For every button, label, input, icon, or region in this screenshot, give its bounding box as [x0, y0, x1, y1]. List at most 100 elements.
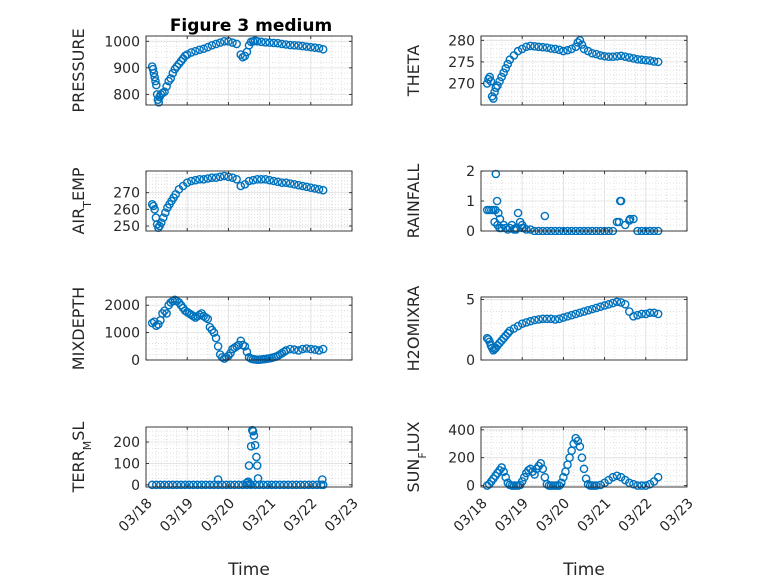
data-point — [215, 172, 225, 182]
axes-box — [145, 426, 353, 488]
y-axis-label: AIRTEMP — [69, 167, 94, 234]
data-point — [511, 225, 521, 234]
data-point — [242, 347, 252, 357]
y-tick-label: 270 — [448, 76, 475, 92]
data-point — [195, 45, 204, 55]
data-point — [583, 46, 593, 56]
data-point — [637, 309, 646, 319]
data-point — [645, 56, 655, 65]
data-point — [249, 431, 259, 440]
data-point — [310, 345, 320, 354]
data-point — [625, 478, 634, 488]
data-point — [633, 481, 642, 490]
data-point — [554, 314, 564, 324]
data-point — [501, 64, 511, 73]
data-point — [151, 321, 161, 331]
data-point — [275, 480, 285, 490]
data-point — [219, 171, 229, 181]
data-point — [649, 57, 659, 66]
data-point — [526, 316, 535, 326]
data-series — [482, 297, 663, 355]
data-point — [201, 480, 211, 490]
data-point — [608, 52, 618, 62]
data-point — [575, 442, 585, 451]
data-point — [517, 223, 527, 233]
subplot-4: 0 1 2 RAINFALL — [404, 164, 688, 240]
data-point — [285, 344, 295, 354]
data-point — [526, 225, 535, 234]
y-tick-label: 1000 — [104, 326, 140, 342]
y-tick-label: 900 — [113, 61, 140, 77]
data-point — [217, 352, 227, 362]
data-point — [158, 88, 167, 98]
figure-title: Figure 3 medium — [170, 16, 332, 36]
data-point — [290, 180, 299, 189]
data-point — [219, 37, 229, 46]
data-point — [554, 45, 564, 55]
y-tick-label: 0 — [131, 353, 140, 369]
data-point — [536, 458, 546, 468]
data-point — [493, 81, 502, 90]
data-point — [151, 80, 161, 90]
data-point — [222, 480, 231, 490]
data-point — [625, 214, 635, 224]
data-point — [304, 480, 314, 490]
data-point — [485, 72, 494, 82]
data-point — [499, 68, 508, 77]
data-point — [252, 175, 262, 184]
data-point — [542, 314, 552, 324]
data-point — [612, 471, 622, 481]
data-point — [559, 472, 568, 482]
data-point — [649, 308, 659, 318]
data-point — [633, 54, 642, 64]
data-point — [302, 42, 311, 51]
data-point — [318, 185, 328, 195]
data-point — [213, 342, 223, 351]
data-point — [641, 481, 651, 490]
data-point — [184, 480, 194, 490]
data-point — [161, 208, 170, 217]
data-point — [306, 183, 316, 192]
data-point — [526, 41, 535, 51]
data-point — [261, 38, 270, 47]
subplot-6: 0 5 H2OMIXRA — [404, 286, 688, 372]
data-point — [612, 297, 622, 307]
data-point — [285, 179, 295, 188]
y-tick-label: 275 — [448, 55, 475, 71]
data-point — [517, 319, 527, 328]
data-point — [236, 181, 246, 191]
data-point — [546, 314, 556, 324]
y-axis-label: MIXDEPTH — [69, 287, 88, 370]
data-series — [482, 36, 663, 103]
data-point — [203, 174, 213, 183]
y-tick-label: 1000 — [104, 34, 140, 50]
data-point — [519, 472, 529, 482]
data-point — [290, 345, 299, 354]
data-point — [147, 200, 157, 209]
data-point — [641, 309, 651, 319]
x-axis-label: Time — [562, 560, 605, 580]
subplot-2: 270 275 280 THETA — [404, 33, 688, 106]
y-axis-label: H2OMIXRA — [404, 286, 423, 372]
data-point — [302, 344, 311, 353]
data-point — [608, 298, 618, 308]
data-point — [159, 213, 168, 222]
data-point — [563, 45, 572, 55]
data-point — [499, 333, 508, 343]
data-point — [189, 480, 198, 490]
data-point — [503, 329, 513, 338]
data-point — [538, 42, 548, 52]
data-point — [150, 205, 159, 214]
data-point — [281, 40, 291, 49]
data-point — [228, 173, 237, 182]
data-point — [522, 318, 531, 327]
data-point — [298, 181, 307, 191]
data-point — [497, 336, 506, 345]
data-point — [213, 475, 223, 484]
data-point — [211, 333, 221, 343]
data-point — [209, 328, 219, 337]
y-tick-label: 0 — [466, 479, 475, 495]
data-point — [154, 98, 164, 107]
